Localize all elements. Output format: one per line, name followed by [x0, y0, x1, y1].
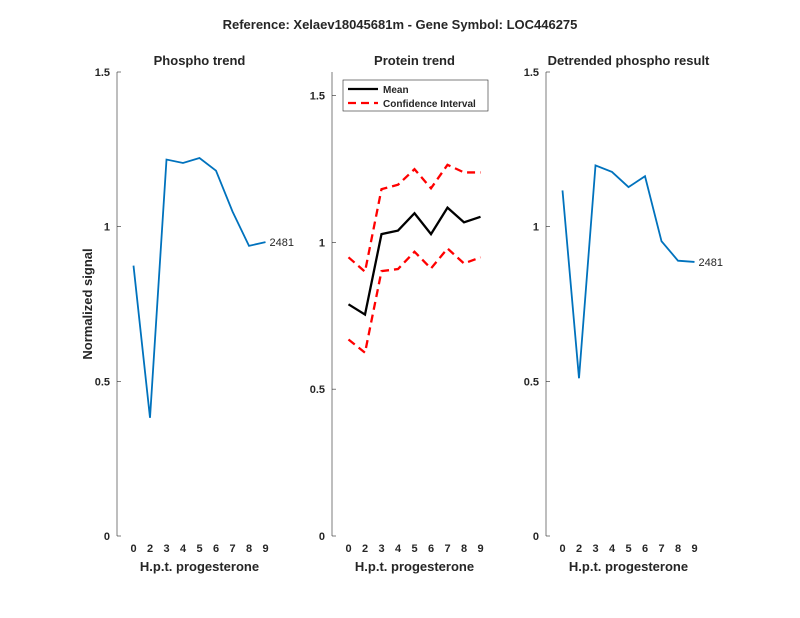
y-tick-label: 0.5 [524, 376, 539, 388]
x-tick-label: 5 [411, 543, 417, 555]
x-tick-label: 7 [658, 543, 664, 555]
x-tick-label: 8 [461, 543, 467, 555]
x-tick-label: 6 [642, 543, 648, 555]
y-axis-label: Normalized signal [80, 248, 95, 359]
x-axis-label: H.p.t. progesterone [140, 559, 259, 574]
x-tick-label: 0 [559, 543, 565, 555]
figure-suptitle: Reference: Xelaev18045681m - Gene Symbol… [223, 17, 578, 32]
x-tick-label: 0 [345, 543, 351, 555]
panel-title: Detrended phospho result [548, 53, 710, 68]
x-tick-label: 8 [675, 543, 681, 555]
x-tick-label: 9 [691, 543, 697, 555]
x-tick-label: 8 [246, 543, 252, 555]
y-tick-label: 0 [319, 531, 325, 543]
series-line-2481 [561, 164, 695, 379]
x-tick-label: 2 [147, 543, 153, 555]
x-tick-label: 6 [428, 543, 434, 555]
x-tick-label: 3 [163, 543, 169, 555]
legend: Mean Confidence Interval [342, 79, 489, 112]
y-tick-label: 1.5 [310, 90, 325, 102]
x-tick-label: 4 [609, 543, 616, 555]
x-tick-label: 5 [625, 543, 631, 555]
x-tick-label: 0 [130, 543, 136, 555]
y-tick-label: 1 [533, 222, 539, 234]
x-tick-label: 9 [262, 543, 268, 555]
y-tick-label: 1.5 [524, 67, 539, 79]
y-tick-label: 1 [104, 222, 110, 234]
y-tick-label: 0.5 [310, 384, 325, 396]
legend-box [342, 79, 489, 112]
series-annotation: 2481 [270, 237, 294, 249]
y-tick-label: 0 [104, 531, 110, 543]
x-axis-label: H.p.t. progesterone [569, 559, 688, 574]
x-tick-label: 4 [180, 543, 187, 555]
x-axis-label: H.p.t. progesterone [355, 559, 474, 574]
x-tick-label: 7 [444, 543, 450, 555]
y-tick-label: 1.5 [95, 67, 110, 79]
x-tick-label: 2 [576, 543, 582, 555]
series-line-2481 [132, 157, 266, 418]
x-tick-label: 5 [196, 543, 202, 555]
x-tick-label: 9 [477, 543, 483, 555]
y-tick-label: 0.5 [95, 376, 110, 388]
panel-title: Phospho trend [154, 53, 246, 68]
x-tick-label: 3 [378, 543, 384, 555]
y-tick-label: 1 [319, 237, 325, 249]
x-tick-label: 4 [395, 543, 402, 555]
x-tick-label: 6 [213, 543, 219, 555]
x-tick-label: 7 [229, 543, 235, 555]
legend-label: Mean [383, 85, 409, 96]
x-tick-label: 2 [362, 543, 368, 555]
x-tick-label: 3 [592, 543, 598, 555]
legend-label: Confidence Interval [383, 99, 476, 110]
panel-title: Protein trend [374, 53, 455, 68]
series-annotation: 2481 [699, 257, 723, 269]
y-tick-label: 0 [533, 531, 539, 543]
